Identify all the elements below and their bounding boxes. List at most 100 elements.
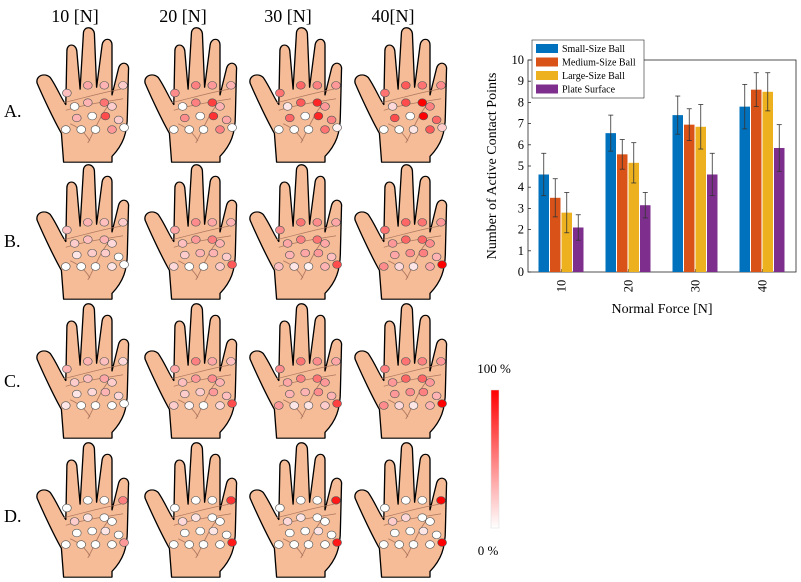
contact-point [401,374,411,383]
contact-point [62,225,72,235]
contact-point [226,81,236,90]
contact-point [215,262,225,271]
hand-outline [36,303,130,439]
contact-point [191,374,201,383]
contact-point [313,248,324,258]
colorbar-gradient [490,389,500,529]
colorbar-min-label: 0 % [478,543,499,558]
contact-point [417,513,428,522]
contact-point [83,98,93,107]
hand-outline [144,442,238,578]
contact-point [390,389,400,399]
palm-crease [383,98,442,111]
contact-point [61,262,71,271]
bar [561,212,572,272]
contact-point [405,526,415,536]
palm-crease [381,88,439,104]
contact-point [118,218,128,227]
contact-point [274,125,284,134]
contact-point [119,399,129,408]
hand-a-1 [36,27,130,163]
contact-point [191,235,201,244]
contact-point [119,538,129,547]
contact-point [113,391,124,401]
palm-crease [173,98,232,111]
contact-point [379,262,389,271]
contact-point [425,262,435,271]
palm-crease [383,374,442,387]
contact-point [215,378,225,387]
contact-point [436,357,446,366]
contact-point [72,528,82,538]
contact-point [191,81,201,90]
contact-point [274,540,284,549]
legend-label: Small-Size Ball [562,44,625,55]
contact-point [320,125,330,134]
contact-point [431,530,442,540]
contact-point [282,239,293,248]
contact-point [87,248,97,258]
palm-crease [276,88,334,104]
contact-point [69,102,80,111]
contact-point [191,357,201,366]
contact-point [326,530,337,540]
palm-crease [383,235,442,248]
contact-point [405,387,415,397]
contact-point [100,248,111,258]
contact-point [313,111,324,121]
x-axis-label: Normal Force [N] [611,302,712,317]
contact-point [83,357,93,366]
contact-point [207,81,218,90]
contact-point [405,111,415,121]
hand-d-4 [354,442,448,578]
hand-outline [249,164,343,300]
palm-crease [65,513,124,526]
contact-point [296,513,306,522]
contact-point [303,125,314,134]
contact-point [320,102,330,111]
contact-point [180,528,190,538]
hand-a-3 [249,27,343,163]
contact-point [184,125,194,134]
palm-crease [381,225,439,241]
contact-point [296,98,306,107]
contact-point [312,513,323,522]
contact-point [405,248,415,258]
contact-point [320,239,330,248]
palm-crease [63,88,121,104]
legend-swatch [536,71,558,80]
x-tick-label: 20 [622,280,636,293]
contact-point [198,401,209,410]
y-tick-label: 2 [518,223,524,237]
hand-d-3 [249,442,343,578]
contact-point [282,378,293,387]
contact-point [401,218,411,227]
hand-outline [36,164,130,300]
contact-point [76,401,86,410]
contact-point [380,225,390,235]
contact-point [208,526,219,536]
contact-point [390,528,400,538]
y-axis-label: Number of Active Contact Points [485,73,500,260]
contact-point [320,540,330,549]
palm-crease [278,98,337,111]
y-tick-label: 3 [518,201,524,215]
hand-b-2 [144,164,238,300]
contact-point [107,239,117,248]
contact-point [207,513,218,522]
contact-point [227,260,237,269]
contact-point [275,225,285,235]
y-tick-label: 7 [518,117,524,131]
contact-point [390,113,400,123]
contact-point [437,399,447,408]
contact-point [191,218,201,227]
contact-point [170,503,180,513]
contact-point [326,391,337,401]
contact-point [417,98,428,107]
contact-point [408,125,419,134]
contact-point [417,218,428,227]
contact-point [184,401,194,410]
contact-point [215,517,225,526]
contact-point [274,262,284,271]
contact-point [90,401,101,410]
